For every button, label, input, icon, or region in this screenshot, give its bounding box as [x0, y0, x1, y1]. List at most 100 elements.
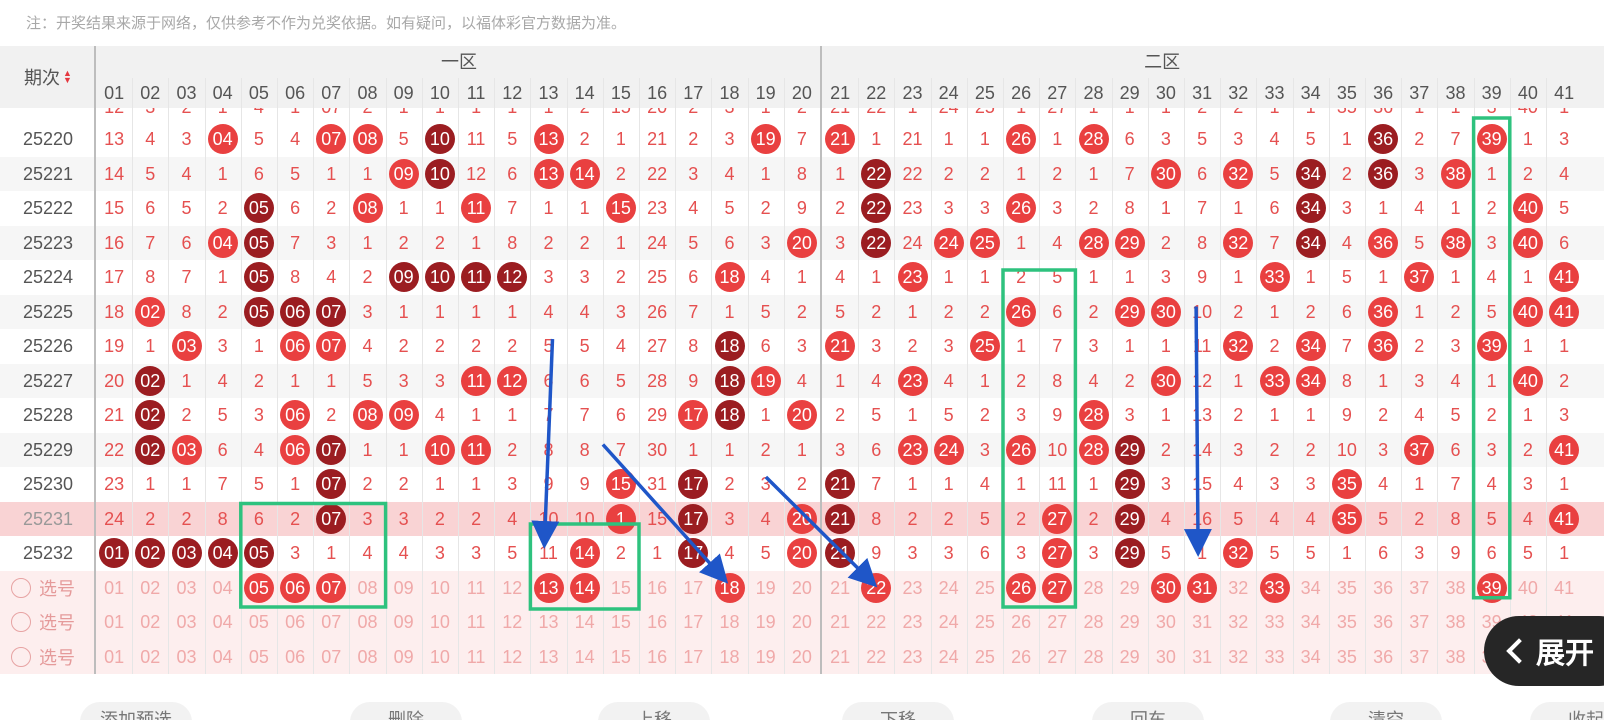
selectable-number[interactable]: 28 [1083, 577, 1104, 598]
selectable-number[interactable]: 07 [321, 612, 342, 632]
selectable-number[interactable]: 37 [1409, 577, 1430, 598]
selectable-number[interactable]: 36 [1373, 577, 1394, 598]
column-header-41[interactable]: 41 [1554, 83, 1575, 103]
column-header-03[interactable]: 03 [176, 83, 197, 103]
column-header-15[interactable]: 15 [610, 83, 631, 103]
column-header-26[interactable]: 26 [1011, 83, 1032, 103]
selectable-number[interactable]: 11 [466, 577, 486, 598]
selectable-number[interactable]: 34 [1300, 577, 1321, 598]
column-header-04[interactable]: 04 [212, 83, 233, 103]
selectable-number[interactable]: 20 [791, 646, 812, 667]
table-row[interactable] [0, 363, 1604, 398]
selectable-number[interactable]: 24 [938, 646, 959, 667]
selectable-number[interactable]: 18 [719, 612, 740, 632]
selected-ball[interactable]: 07 [316, 572, 347, 603]
selectable-number[interactable]: 05 [248, 646, 269, 667]
selectable-number[interactable]: 32 [1228, 646, 1249, 667]
bottom-button-0[interactable]: 添加预选 [80, 702, 192, 720]
selectable-number[interactable]: 25 [974, 577, 995, 598]
selectable-number[interactable]: 22 [866, 612, 887, 632]
selectable-number[interactable]: 04 [212, 577, 233, 598]
column-header-27[interactable]: 27 [1047, 83, 1068, 103]
column-header-36[interactable]: 36 [1373, 83, 1394, 103]
selectable-number[interactable]: 11 [466, 646, 486, 667]
selectable-number[interactable]: 34 [1300, 646, 1321, 667]
selectable-number[interactable]: 17 [683, 612, 704, 632]
selectable-number[interactable]: 14 [574, 612, 595, 632]
selectable-number[interactable]: 37 [1409, 646, 1430, 667]
selectable-number[interactable]: 10 [429, 612, 450, 632]
selectable-number[interactable]: 02 [140, 646, 161, 667]
radio-circle-icon[interactable] [11, 612, 31, 633]
selectable-number[interactable]: 35 [1336, 646, 1357, 667]
selectable-number[interactable]: 04 [212, 646, 233, 667]
selectable-number[interactable]: 26 [1011, 612, 1032, 632]
selectable-number[interactable]: 29 [1119, 646, 1140, 667]
selectable-number[interactable]: 29 [1119, 612, 1140, 632]
bottom-button-6[interactable]: 收起 [1530, 702, 1604, 720]
column-header-10[interactable]: 10 [429, 83, 450, 103]
selectable-number[interactable]: 28 [1083, 646, 1104, 667]
table-row[interactable] [0, 329, 1604, 364]
selectable-number[interactable]: 17 [683, 646, 704, 667]
column-header-28[interactable]: 28 [1083, 83, 1104, 103]
selected-ball[interactable]: 13 [533, 572, 564, 603]
selectable-number[interactable]: 03 [176, 646, 197, 667]
selectable-number[interactable]: 12 [502, 612, 523, 632]
column-header-12[interactable]: 12 [502, 83, 523, 103]
selectable-number[interactable]: 31 [1192, 646, 1213, 667]
selectable-number[interactable]: 35 [1336, 577, 1357, 598]
column-header-23[interactable]: 23 [902, 83, 923, 103]
bottom-button-3[interactable]: 下移 [842, 702, 954, 720]
selectable-number[interactable]: 23 [902, 612, 923, 632]
selectable-number[interactable]: 26 [1011, 646, 1032, 667]
selectable-number[interactable]: 17 [683, 577, 704, 598]
selectable-number[interactable]: 06 [285, 646, 306, 667]
selectable-number[interactable]: 38 [1445, 612, 1466, 632]
selectable-number[interactable]: 20 [791, 577, 812, 598]
column-header-35[interactable]: 35 [1336, 83, 1357, 103]
selectable-number[interactable]: 34 [1300, 612, 1321, 632]
selectable-number[interactable]: 09 [393, 577, 414, 598]
selectable-number[interactable]: 01 [104, 577, 125, 598]
selectable-number[interactable]: 19 [755, 577, 776, 598]
select-row-label[interactable]: 选号 [0, 605, 96, 640]
selectable-number[interactable]: 02 [140, 612, 161, 632]
selectable-number[interactable]: 31 [1192, 612, 1213, 632]
selectable-number[interactable]: 16 [647, 577, 668, 598]
column-header-33[interactable]: 33 [1264, 83, 1285, 103]
selectable-number[interactable]: 27 [1047, 646, 1068, 667]
selectable-number[interactable]: 13 [538, 612, 559, 632]
selectable-number[interactable]: 03 [176, 577, 197, 598]
column-header-07[interactable]: 07 [321, 83, 342, 103]
selected-ball[interactable]: 14 [569, 572, 600, 603]
selectable-number[interactable]: 15 [610, 612, 631, 632]
select-row-label[interactable]: 选号 [0, 571, 96, 606]
column-header-14[interactable]: 14 [574, 83, 595, 103]
selectable-number[interactable]: 15 [610, 577, 631, 598]
selectable-number[interactable]: 02 [140, 577, 161, 598]
column-header-11[interactable]: 11 [466, 83, 486, 103]
selected-ball[interactable]: 27 [1042, 572, 1073, 603]
bottom-button-1[interactable]: 删除 [350, 702, 462, 720]
selectable-number[interactable]: 35 [1336, 612, 1357, 632]
selectable-number[interactable]: 03 [176, 612, 197, 632]
selectable-number[interactable]: 07 [321, 646, 342, 667]
column-header-13[interactable]: 13 [538, 83, 559, 103]
selectable-number[interactable]: 41 [1554, 577, 1575, 598]
selectable-number[interactable]: 25 [974, 612, 995, 632]
column-header-02[interactable]: 02 [140, 83, 161, 103]
bottom-button-4[interactable]: 回车 [1092, 702, 1204, 720]
selectable-number[interactable]: 04 [212, 612, 233, 632]
column-header-40[interactable]: 40 [1517, 83, 1538, 103]
selectable-number[interactable]: 18 [719, 646, 740, 667]
column-header-34[interactable]: 34 [1300, 83, 1321, 103]
selectable-number[interactable]: 16 [647, 646, 668, 667]
table-row[interactable] [0, 432, 1604, 467]
column-header-17[interactable]: 17 [683, 83, 704, 103]
column-header-30[interactable]: 30 [1155, 83, 1176, 103]
selectable-number[interactable]: 32 [1228, 612, 1249, 632]
selectable-number[interactable]: 16 [647, 612, 668, 632]
selectable-number[interactable]: 01 [104, 612, 125, 632]
column-header-32[interactable]: 32 [1228, 83, 1249, 103]
